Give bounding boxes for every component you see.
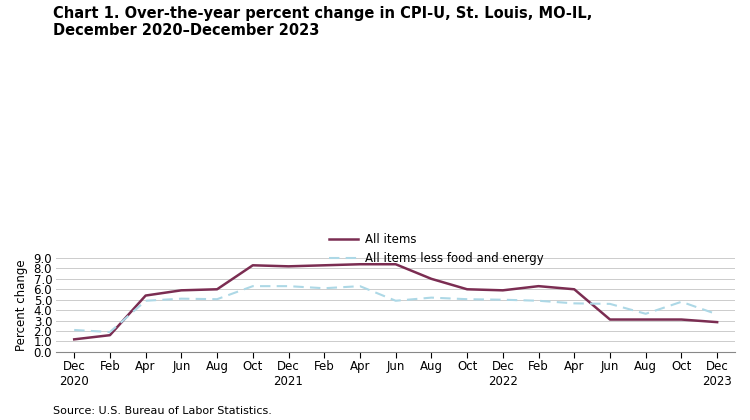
Legend: All items, All items less food and energy: All items, All items less food and energ…: [324, 228, 549, 270]
Text: Chart 1. Over-the-year percent change in CPI-U, St. Louis, MO-IL,: Chart 1. Over-the-year percent change in…: [53, 6, 592, 21]
Y-axis label: Percent change: Percent change: [15, 259, 28, 351]
Text: Source: U.S. Bureau of Labor Statistics.: Source: U.S. Bureau of Labor Statistics.: [53, 406, 272, 416]
Text: December 2020–December 2023: December 2020–December 2023: [53, 23, 319, 38]
